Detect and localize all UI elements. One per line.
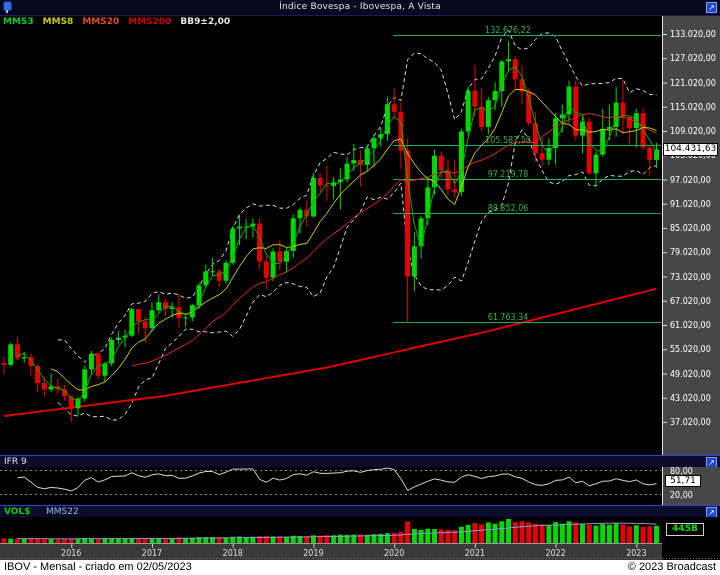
- main-chart-canvas[interactable]: [0, 16, 720, 455]
- copyright-text: © 2023 Broadcast: [627, 561, 716, 573]
- status-text: IBOV - Mensal - criado em 02/05/2023: [4, 561, 192, 573]
- ifr-title: IFR 9: [4, 457, 27, 467]
- legend-mms3: MMS3: [3, 17, 34, 27]
- window-title: Índice Bovespa - Ibovespa, A Vista: [279, 2, 441, 12]
- pin-icon[interactable]: [4, 2, 11, 13]
- vol-value-badge: 445B: [666, 523, 704, 536]
- time-axis-canvas[interactable]: [0, 543, 720, 560]
- legend-mms200: MMS200: [128, 17, 172, 27]
- popout-icon-main[interactable]: ↗: [706, 2, 717, 13]
- status-bar: IBOV - Mensal - criado em 02/05/2023 © 2…: [0, 560, 720, 575]
- ifr-panel-header: IFR 9 ↗: [0, 455, 720, 468]
- vol-ma-label: MMS22: [46, 507, 79, 517]
- legend-bollinger: BB9±2,00: [180, 17, 231, 27]
- ifr-chart-canvas[interactable]: [0, 467, 720, 505]
- vol-title: VOL$: [4, 507, 31, 517]
- legend-mms8: MMS8: [42, 17, 74, 27]
- legend-mms20: MMS20: [82, 17, 120, 27]
- vol-chart-canvas[interactable]: [0, 517, 720, 543]
- title-bar: Índice Bovespa - Ibovespa, A Vista ↗: [0, 0, 720, 16]
- last-price-badge: 104.431,63: [663, 143, 718, 156]
- ifr-value-badge: 51,71: [665, 475, 701, 487]
- indicator-legend: MMS3 MMS8 MMS20 MMS200 BB9±2,00: [3, 17, 239, 27]
- vol-panel-header: VOL$ MMS22 ↗: [0, 505, 720, 518]
